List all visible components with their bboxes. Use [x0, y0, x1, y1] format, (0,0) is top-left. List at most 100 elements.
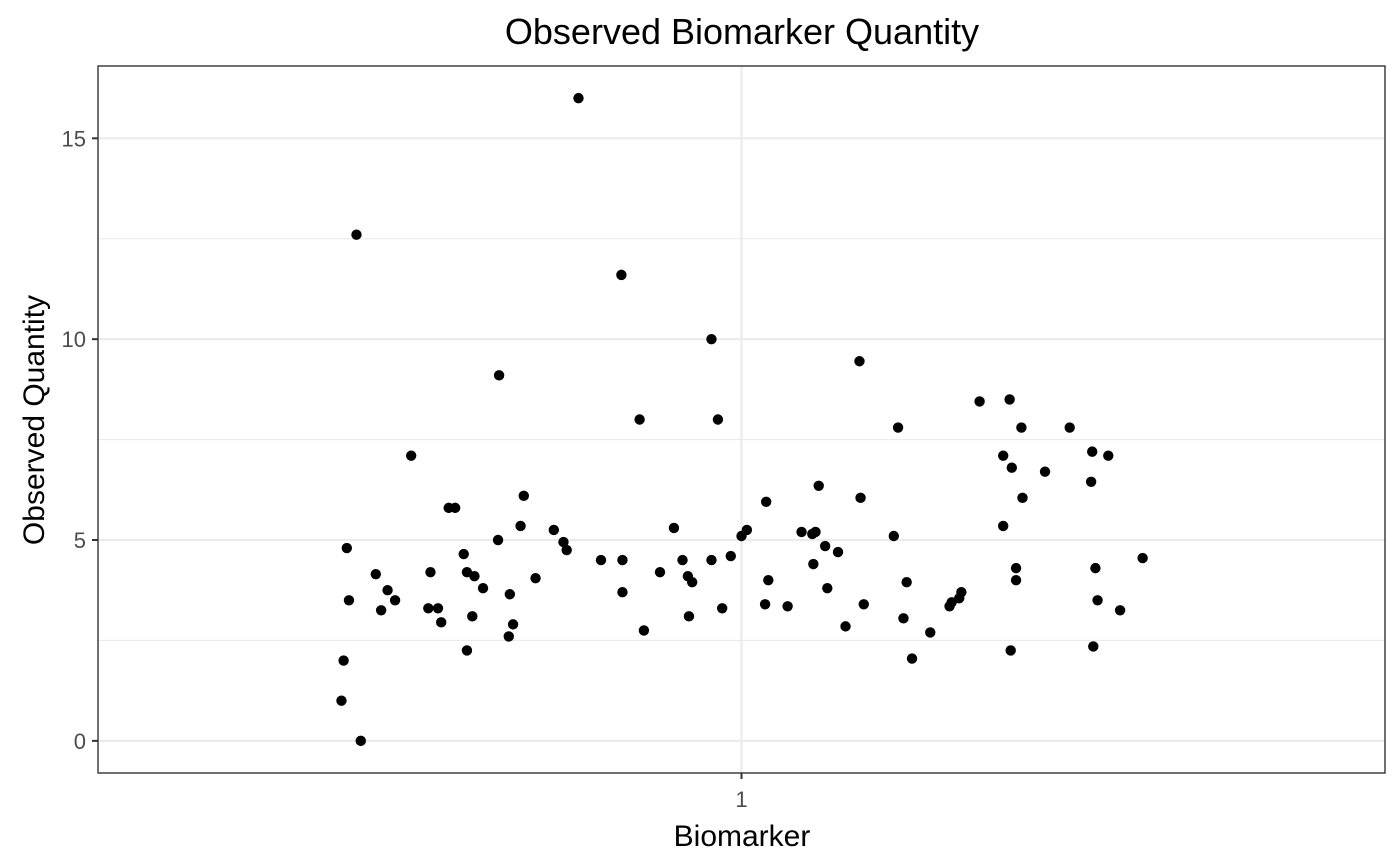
data-point [668, 522, 680, 534]
data-points [336, 92, 1148, 747]
data-point [558, 536, 569, 548]
data-point [548, 524, 560, 536]
data-point [617, 554, 628, 566]
data-point [712, 414, 724, 425]
x-tick-label: 1 [735, 787, 747, 812]
data-point [405, 450, 417, 461]
y-axis-label: Observed Quantity [18, 295, 51, 545]
data-point [515, 520, 526, 532]
data-point [888, 530, 899, 542]
data-point [997, 520, 1009, 532]
data-point [686, 576, 698, 588]
y-tick-label: 10 [62, 327, 86, 352]
data-point [389, 595, 401, 606]
data-point [1039, 466, 1051, 477]
data-point [1087, 446, 1098, 457]
data-point [974, 396, 985, 407]
data-point [573, 92, 584, 104]
data-point [813, 480, 824, 491]
data-point [449, 502, 461, 514]
data-point [1010, 562, 1022, 574]
data-point [683, 611, 695, 622]
data-point [336, 695, 347, 706]
data-point [492, 534, 504, 546]
data-point [617, 587, 628, 598]
data-point [493, 370, 505, 381]
data-point [1006, 462, 1017, 473]
data-point [858, 599, 869, 610]
data-point [504, 589, 516, 600]
data-point [595, 554, 607, 566]
data-point [341, 542, 353, 554]
data-point [355, 735, 366, 747]
data-point [1016, 422, 1027, 433]
data-point [1092, 595, 1103, 606]
data-point [351, 229, 362, 240]
data-point [706, 554, 717, 566]
data-point [343, 595, 355, 606]
data-point [423, 603, 434, 614]
data-point [634, 414, 645, 425]
data-point [759, 599, 771, 610]
data-point [782, 601, 793, 612]
data-point [760, 496, 772, 508]
data-point [956, 587, 967, 598]
data-point [725, 550, 736, 562]
data-point [432, 603, 444, 614]
data-point [832, 546, 844, 558]
data-point [1090, 562, 1101, 574]
data-point [716, 603, 728, 614]
data-point [906, 653, 918, 664]
data-point [1010, 574, 1022, 586]
data-point [425, 566, 436, 578]
data-point [461, 645, 473, 656]
data-point [763, 574, 774, 586]
data-point [436, 617, 447, 628]
x-axis-ticks: 1 [735, 773, 748, 812]
chart-title: Observed Biomarker Quantity [505, 11, 979, 52]
data-point [810, 526, 821, 538]
data-point [467, 611, 478, 622]
data-point [370, 568, 381, 580]
data-point [1004, 394, 1015, 405]
x-axis-label: Biomarker [674, 820, 811, 853]
data-point [375, 605, 387, 616]
data-point [819, 540, 831, 552]
data-point [796, 526, 807, 538]
data-point [1017, 492, 1028, 504]
data-point [469, 570, 480, 582]
data-point [1088, 641, 1099, 652]
data-point [507, 619, 519, 630]
data-point [1103, 450, 1114, 461]
data-point [892, 422, 904, 433]
data-point [808, 558, 819, 570]
data-point [997, 450, 1009, 461]
data-point [616, 269, 627, 281]
data-point [925, 627, 936, 638]
data-point [503, 631, 514, 642]
data-point [741, 524, 753, 536]
grid [98, 66, 1385, 773]
data-point [654, 566, 666, 578]
data-point [1114, 605, 1126, 616]
y-tick-label: 0 [74, 729, 86, 754]
data-point [677, 554, 688, 566]
data-point [901, 576, 912, 588]
data-point [822, 583, 833, 594]
data-point [1064, 422, 1075, 433]
data-point [530, 572, 541, 584]
data-point [840, 621, 851, 632]
data-point [1085, 476, 1097, 487]
data-point [1005, 645, 1016, 656]
data-point [561, 544, 572, 556]
data-point [898, 613, 909, 624]
data-point [338, 655, 349, 666]
y-tick-label: 5 [74, 528, 86, 553]
data-point [854, 356, 865, 367]
data-point [638, 625, 650, 636]
data-point [382, 585, 393, 596]
data-point [458, 548, 469, 560]
data-point [706, 333, 717, 345]
data-point [1137, 552, 1148, 564]
